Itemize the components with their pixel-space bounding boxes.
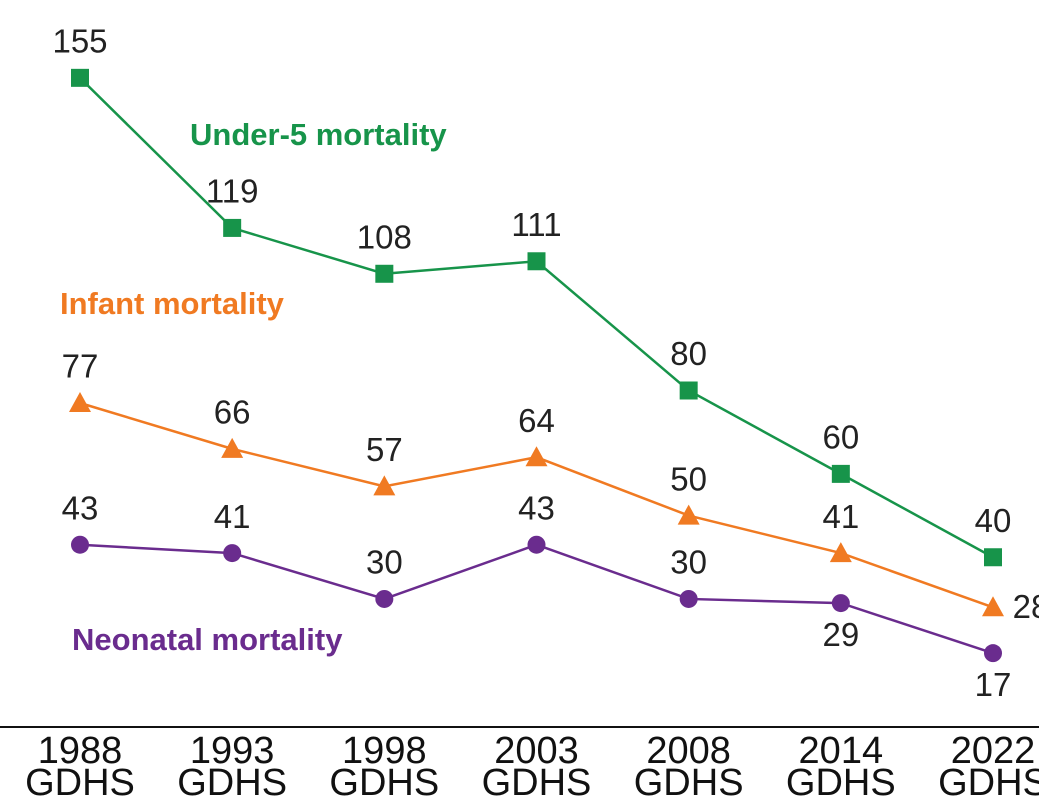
value-label: 50 (670, 460, 707, 497)
value-label: 80 (670, 335, 707, 372)
marker (984, 644, 1002, 663)
x-tick-label: 2014 GDHS (785, 730, 896, 804)
marker (373, 475, 396, 496)
value-label: 66 (214, 394, 251, 431)
marker (223, 218, 242, 237)
marker (527, 535, 546, 554)
value-label: 43 (518, 489, 555, 526)
marker (831, 464, 850, 483)
marker (527, 252, 546, 271)
marker (525, 446, 548, 467)
marker (69, 392, 91, 413)
value-label: 119 (206, 173, 259, 210)
value-label: 17 (975, 666, 1012, 703)
marker (223, 544, 242, 563)
marker (679, 381, 698, 400)
marker (829, 542, 852, 563)
value-label: 41 (822, 498, 859, 535)
value-label: 30 (670, 544, 707, 581)
value-label: 41 (214, 498, 251, 535)
series-name: Under-5 mortality (190, 117, 447, 152)
marker (984, 548, 1002, 567)
marker (375, 589, 394, 608)
marker (677, 504, 700, 525)
value-label: 29 (822, 616, 859, 653)
x-tick-label: 2008 GDHS (633, 730, 744, 804)
marker (982, 596, 1004, 617)
x-tick-label: 1993 GDHS (177, 730, 288, 804)
marker (375, 264, 394, 283)
value-label: 64 (518, 402, 555, 439)
x-tick-label: 2003 GDHS (481, 730, 592, 804)
value-label: 155 (52, 23, 107, 60)
x-tick-label: 1998 GDHS (329, 730, 440, 804)
x-tick-label: 1988 GDHS (25, 730, 135, 804)
value-label: 77 (62, 348, 99, 385)
marker (831, 594, 850, 613)
value-label: 40 (975, 502, 1012, 539)
value-label: 43 (62, 489, 99, 526)
value-label: 111 (511, 206, 561, 243)
series-name: Infant mortality (60, 286, 285, 321)
value-label: 28 (1013, 588, 1039, 625)
marker (71, 535, 89, 554)
marker (679, 589, 698, 608)
marker (71, 68, 89, 87)
value-label: 60 (822, 419, 859, 456)
value-label: 57 (366, 431, 403, 468)
value-label: 108 (357, 218, 412, 255)
value-label: 30 (366, 544, 403, 581)
marker (221, 437, 244, 458)
series-name: Neonatal mortality (72, 622, 343, 657)
x-tick-label: 2022 GDHS (938, 730, 1039, 804)
